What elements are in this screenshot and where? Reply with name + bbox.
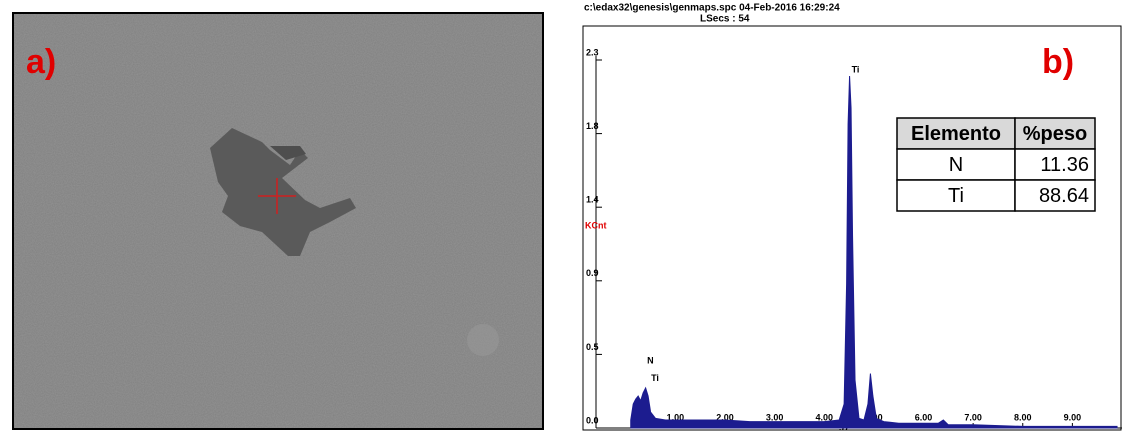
y-tick-label: 0.9 [586,268,599,278]
table-value: Ti [948,185,964,207]
table-cell [1014,148,1096,181]
table-cell [896,179,1016,212]
x-tick-label: 3.00 [766,412,784,422]
x-tick-label: 7.00 [964,412,982,422]
table-value: 88.64 [1039,185,1089,207]
x-tick-label: 1.00 [667,412,685,422]
y-tick-label: 2.3 [586,47,599,57]
x-tick-label: 9.00 [1064,412,1082,422]
peak-label: Ti [852,64,860,74]
sem-image: a) [12,12,544,430]
x-tick-label: 6.00 [915,412,933,422]
spectrum-chart: c:\edax32\genesis\genmaps.spc 04-Feb-201… [582,3,1122,431]
table-cell [1014,179,1096,212]
x-tick-label: 8.00 [1014,412,1032,422]
particle [210,128,356,256]
table-header: Elemento [911,123,1001,145]
element-table: Elemento %peso N 11.36 Ti 88.64 [896,117,1096,212]
y-tick-label: 0.0 [586,415,599,425]
y-axis-label: KCnt [585,220,607,230]
plot-frame [582,25,1122,431]
table-value: N [949,154,963,176]
y-tick-label: 0.5 [586,342,599,352]
table-cell [1014,117,1096,150]
y-tick-label: 1.4 [586,195,599,205]
table-value: 11.36 [1040,154,1089,176]
peak-label: N [647,356,654,366]
file-header: c:\edax32\genesis\genmaps.spc 04-Feb-201… [584,3,840,14]
time-header: LSecs : 54 [700,14,750,25]
table-header: %peso [1023,123,1087,145]
y-tick-label: 1.8 [586,121,599,131]
x-tick-label: 2.00 [716,412,734,422]
panel-label: b) [1042,43,1074,81]
peak-label: Ti [651,373,659,383]
crosshair [258,178,296,214]
panel-label: a) [26,43,56,81]
particle-fragment [270,146,306,160]
bright-spot [467,324,499,356]
spectrum-area [630,75,1118,429]
x-tick-label: 4.00 [815,412,833,422]
